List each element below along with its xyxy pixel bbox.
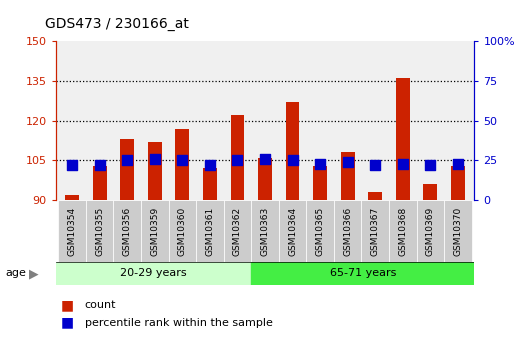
Point xyxy=(454,161,462,166)
Text: GSM10362: GSM10362 xyxy=(233,207,242,256)
Bar xyxy=(203,168,217,200)
Text: age: age xyxy=(5,268,26,278)
Text: GSM10370: GSM10370 xyxy=(453,207,462,256)
Text: GSM10364: GSM10364 xyxy=(288,207,297,256)
Bar xyxy=(258,158,272,200)
Point xyxy=(151,156,159,161)
Point xyxy=(288,158,297,163)
Text: ▶: ▶ xyxy=(29,267,39,280)
Text: GSM10363: GSM10363 xyxy=(261,207,269,256)
Point xyxy=(316,161,324,166)
FancyBboxPatch shape xyxy=(306,200,334,262)
Text: ■: ■ xyxy=(61,316,74,329)
FancyBboxPatch shape xyxy=(279,200,306,262)
Bar xyxy=(231,116,244,200)
Point xyxy=(399,161,407,166)
Point xyxy=(233,158,242,163)
Bar xyxy=(286,102,299,200)
FancyBboxPatch shape xyxy=(113,200,141,262)
Text: count: count xyxy=(85,300,116,310)
Text: GSM10369: GSM10369 xyxy=(426,207,435,256)
Text: GSM10354: GSM10354 xyxy=(68,207,77,256)
Point xyxy=(95,162,104,168)
Text: GSM10356: GSM10356 xyxy=(123,207,132,256)
Bar xyxy=(341,152,355,200)
Point xyxy=(343,159,352,165)
FancyBboxPatch shape xyxy=(141,200,169,262)
FancyBboxPatch shape xyxy=(334,200,361,262)
Bar xyxy=(65,195,79,200)
FancyBboxPatch shape xyxy=(444,200,472,262)
Point xyxy=(371,162,379,168)
Point xyxy=(178,158,187,163)
Bar xyxy=(396,78,410,200)
Text: GSM10361: GSM10361 xyxy=(206,207,215,256)
FancyBboxPatch shape xyxy=(417,200,444,262)
FancyBboxPatch shape xyxy=(86,200,113,262)
Point xyxy=(206,162,214,168)
FancyBboxPatch shape xyxy=(58,200,86,262)
Bar xyxy=(56,262,251,285)
Text: 65-71 years: 65-71 years xyxy=(330,268,396,278)
Bar xyxy=(368,192,382,200)
Text: GSM10368: GSM10368 xyxy=(398,207,407,256)
Point xyxy=(426,162,435,168)
Bar xyxy=(93,166,107,200)
FancyBboxPatch shape xyxy=(361,200,389,262)
FancyBboxPatch shape xyxy=(196,200,224,262)
Bar xyxy=(148,142,162,200)
Text: GSM10366: GSM10366 xyxy=(343,207,352,256)
Text: 20-29 years: 20-29 years xyxy=(120,268,187,278)
Text: percentile rank within the sample: percentile rank within the sample xyxy=(85,318,272,327)
Text: GSM10365: GSM10365 xyxy=(315,207,324,256)
Point xyxy=(261,156,269,161)
Point xyxy=(68,162,76,168)
Text: ■: ■ xyxy=(61,298,74,312)
FancyBboxPatch shape xyxy=(224,200,251,262)
Bar xyxy=(451,166,465,200)
Bar xyxy=(423,184,437,200)
Text: GSM10360: GSM10360 xyxy=(178,207,187,256)
Bar xyxy=(251,262,474,285)
Text: GSM10355: GSM10355 xyxy=(95,207,104,256)
FancyBboxPatch shape xyxy=(389,200,417,262)
Bar xyxy=(120,139,134,200)
Point xyxy=(123,158,131,163)
Bar xyxy=(313,166,327,200)
Bar xyxy=(175,129,189,200)
Text: GSM10359: GSM10359 xyxy=(151,207,160,256)
Text: GSM10367: GSM10367 xyxy=(370,207,379,256)
FancyBboxPatch shape xyxy=(251,200,279,262)
Text: GDS473 / 230166_at: GDS473 / 230166_at xyxy=(45,17,189,31)
FancyBboxPatch shape xyxy=(169,200,196,262)
